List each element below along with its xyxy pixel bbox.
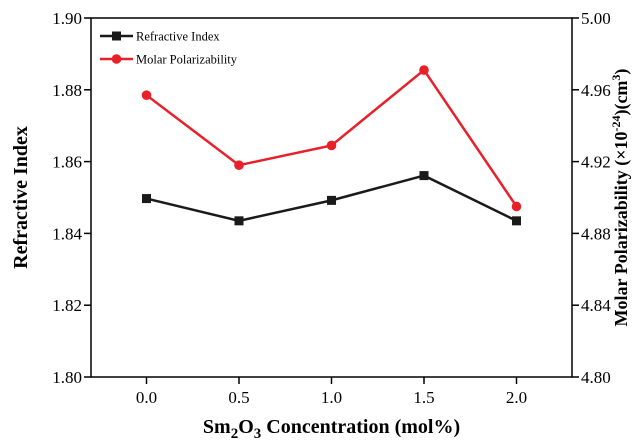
y-right-label-rest: ) [611,69,632,75]
plot-frame [90,17,573,378]
legend-label-refractive-index: Refractive Index [136,30,220,44]
data-point-circle [234,160,244,170]
data-point-square [142,194,151,204]
data-point-square [512,216,521,226]
x-label-main: Sm [203,416,231,438]
x-tick-label: 1.0 [321,388,342,407]
data-point-circle [141,90,152,100]
right-tick-label: 4.96 [581,81,611,100]
x-label-mid: O [238,416,254,438]
left-tick-label: 1.90 [52,9,82,28]
left-tick-label: 1.88 [52,81,82,100]
legend-marker-refractive-index [112,31,121,41]
x-label-sub1: 2 [231,426,239,442]
x-label-rest: Concentration (mol%) [261,416,460,438]
left-tick-label: 1.82 [52,296,82,315]
left-tick-label: 1.80 [52,368,82,387]
right-tick-label: 4.80 [581,368,611,387]
right-axis-ticks: 4.80 4.84 4.88 4.92 4.96 5.00 [572,9,611,387]
series-layer [141,65,522,226]
right-tick-label: 4.84 [581,296,611,315]
data-point-circle [419,65,429,75]
legend-label-molar-polarizability: Molar Polarizability [136,53,238,67]
legend-marker-molar-polarizability [111,54,122,64]
y-right-label-sup1: -24 [609,116,623,132]
x-tick-label: 0.5 [228,388,249,407]
right-tick-label: 4.88 [581,224,611,243]
x-tick-label: 0.0 [136,388,157,407]
y-axis-right-label: Molar Polarizability (×10-24)(cm3) [609,69,632,327]
x-label-sub2: 3 [254,426,262,442]
y-axis-left-label: Refractive Index [10,126,32,269]
y-right-label-sup2: 3 [609,75,623,81]
data-point-circle [326,140,337,151]
y-right-label-mid: )(cm [611,81,632,116]
data-point-square [234,216,244,226]
data-point-circle [511,201,522,212]
left-tick-label: 1.84 [52,224,82,243]
x-axis-label: Sm2O3 Concentration (mol%) [203,416,460,442]
x-axis-ticks: 0.0 0.5 1.0 1.5 2.0 [136,377,527,407]
x-tick-label: 1.5 [413,388,434,407]
y-right-label-main: Molar Polarizability (×10 [611,132,632,327]
series-line-1 [145,68,518,208]
left-axis-ticks: 1.80 1.82 1.84 1.86 1.88 1.90 [52,9,91,387]
left-tick-label: 1.86 [52,153,82,172]
right-tick-label: 4.92 [581,153,611,172]
data-point-square [419,171,429,181]
legend: Refractive Index Molar Polarizability [100,30,238,67]
right-tick-label: 5.00 [581,9,611,28]
x-tick-label: 2.0 [506,388,527,407]
data-point-square [327,195,336,205]
